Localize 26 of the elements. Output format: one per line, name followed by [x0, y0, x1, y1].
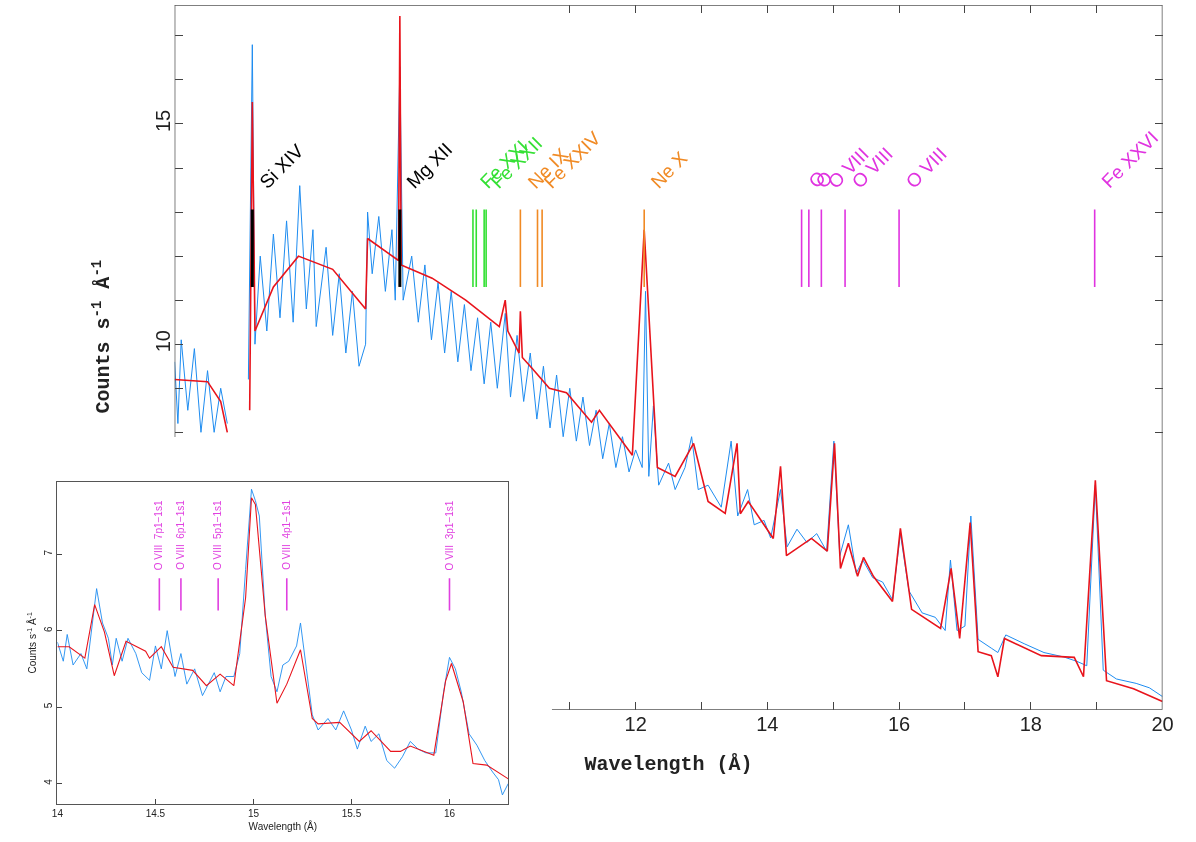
- ref-line-label: Si XIV: [255, 140, 308, 193]
- ref-line-label: O VIII 7p1−1s1: [153, 500, 165, 571]
- ref-line-label: Ne X: [646, 147, 692, 193]
- ref-line-label: O VIII 5p1−1s1: [212, 499, 224, 571]
- x-tick-label: 14: [756, 712, 779, 735]
- y-tick-label: 6: [43, 625, 55, 632]
- ref-line-label: O VIII 4p1−1s1: [280, 499, 292, 570]
- x-tick-label: 15: [247, 808, 260, 820]
- x-tick-label: 20: [1151, 712, 1174, 735]
- x-tick-label: 14.5: [145, 808, 166, 820]
- x-tick-label: 15.5: [341, 808, 362, 820]
- x-axis-title: Wavelength (Å): [584, 752, 753, 777]
- y-tick-label: 10: [151, 330, 174, 353]
- ref-line-label: O VIII: [901, 143, 951, 193]
- ref-line-label: Mg XII: [402, 138, 457, 193]
- x-tick-label: 16: [443, 808, 456, 820]
- x-tick-label: 14: [51, 808, 64, 820]
- ref-line-label: O VIII 6p1−1s1: [174, 499, 186, 570]
- x-tick-label: 12: [624, 712, 647, 735]
- x-tick-label: 16: [887, 712, 911, 735]
- ref-line-label: O VIII 3p1−1s1: [443, 500, 455, 571]
- y-tick-label: 5: [43, 702, 55, 709]
- x-tick-label: 18: [1019, 712, 1042, 735]
- y-tick-label: 4: [43, 778, 55, 785]
- x-axis-title: Wavelength (Å): [248, 819, 318, 832]
- y-tick-label: 7: [43, 549, 55, 556]
